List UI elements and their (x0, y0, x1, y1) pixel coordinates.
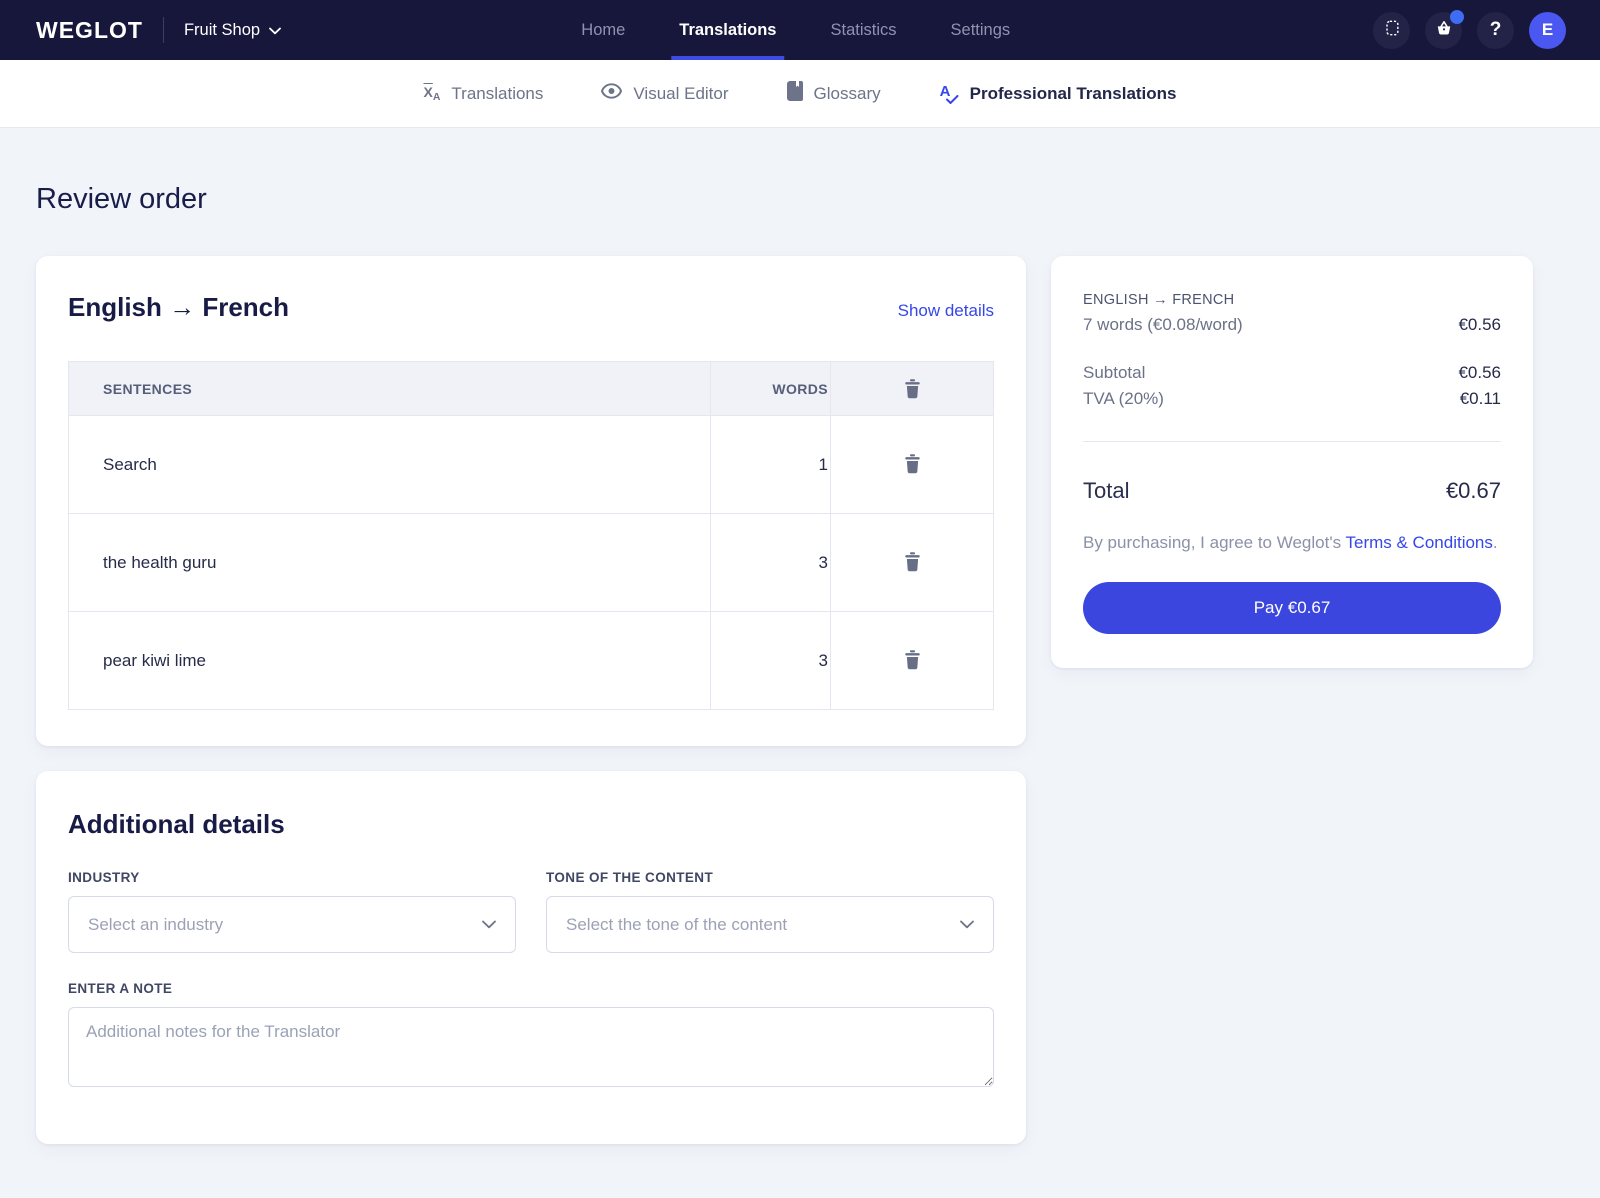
sentences-table: SENTENCES WORDS (68, 361, 994, 710)
navbar-divider (162, 17, 164, 43)
order-summary-card: ENGLISH → FRENCH 7 words (€0.08/word) €0… (1051, 256, 1533, 669)
nav-item-statistics[interactable]: Statistics (830, 20, 897, 39)
total-row: Total €0.67 (1083, 478, 1501, 504)
note-field: ENTER A NOTE (68, 981, 994, 1092)
total-amount: €0.67 (1445, 478, 1501, 503)
weglot-logo[interactable]: WEGLOT (36, 16, 143, 43)
sentence-text: pear kiwi lime (68, 611, 711, 710)
subnav-label: Professional Translations (969, 83, 1177, 103)
language-pair-title: English → French (68, 292, 290, 322)
subnav-item-glossary[interactable]: Glossary (786, 81, 881, 106)
tone-label: TONE OF THE CONTENT (546, 870, 714, 885)
industry-select[interactable]: Select an industry (68, 896, 516, 953)
summary-line-item: 7 words (€0.08/word) €0.56 (1083, 315, 1501, 335)
nav-item-translations[interactable]: Translations (671, 0, 785, 60)
show-details-link[interactable]: Show details (897, 301, 994, 320)
navbar-actions: ? E (1373, 9, 1566, 49)
tone-placeholder: Select the tone of the content (566, 914, 788, 934)
notification-dot (1450, 9, 1464, 24)
sentence-text: Search (68, 415, 711, 514)
trash-icon (904, 552, 921, 575)
chevron-down-icon (960, 916, 974, 934)
book-icon (786, 81, 803, 106)
subnav-item-translations[interactable]: XA Translations (423, 84, 543, 104)
help-icon: ? (1489, 19, 1502, 40)
tax-row: TVA (20%) €0.11 (1083, 389, 1501, 409)
line-item-label: 7 words (€0.08/word) (1083, 315, 1243, 334)
industry-label: INDUSTRY (68, 870, 140, 885)
subnav-item-visual-editor[interactable]: Visual Editor (601, 83, 729, 104)
trash-icon (904, 454, 921, 477)
main-content: Review order English → French Show detai… (0, 183, 1600, 1144)
sentence-row: the health guru 3 (68, 513, 994, 612)
table-header-row: SENTENCES WORDS (68, 361, 994, 416)
user-avatar[interactable]: E (1529, 11, 1566, 49)
word-count: 3 (710, 611, 831, 710)
additional-details-card: Additional details INDUSTRY Select an in… (36, 771, 1026, 1144)
top-navbar: WEGLOT Fruit Shop Home Translations Stat… (0, 0, 1600, 60)
eye-icon (601, 83, 623, 104)
industry-placeholder: Select an industry (88, 914, 224, 934)
subnav-label: Glossary (813, 83, 881, 103)
tax-label: TVA (20%) (1083, 389, 1164, 408)
subnav-label: Translations (451, 83, 544, 103)
additional-details-title: Additional details (68, 809, 285, 839)
delete-sentence-button[interactable] (898, 450, 927, 478)
translate-icon: XA (423, 83, 441, 103)
updates-icon (1382, 18, 1402, 43)
spellcheck-icon: A (939, 83, 959, 105)
project-switcher[interactable]: Fruit Shop (184, 21, 281, 40)
terms-suffix: . (1492, 533, 1498, 552)
line-item-amount: €0.56 (1458, 315, 1501, 334)
summary-pair-label: ENGLISH → FRENCH (1083, 292, 1235, 308)
terms-prefix: By purchasing, I agree to Weglot's (1083, 533, 1346, 552)
column-header-words: WORDS (710, 361, 831, 416)
updates-button[interactable] (1373, 11, 1410, 49)
subnav-label: Visual Editor (633, 83, 729, 103)
subtotal-amount: €0.56 (1458, 363, 1501, 382)
pay-button[interactable]: Pay €0.67 (1083, 582, 1501, 635)
sentence-row: pear kiwi lime 3 (68, 611, 994, 710)
chevron-down-icon (269, 21, 281, 40)
word-count: 3 (710, 513, 831, 612)
total-label: Total (1083, 478, 1130, 503)
page-title: Review order (36, 183, 207, 215)
nav-item-home[interactable]: Home (581, 20, 626, 39)
subnav-item-professional-translations[interactable]: A Professional Translations (939, 83, 1177, 105)
delete-sentence-button[interactable] (898, 646, 927, 674)
sentence-text: the health guru (68, 513, 711, 612)
delete-all-button[interactable] (898, 375, 927, 403)
subtotal-row: Subtotal €0.56 (1083, 363, 1501, 383)
summary-divider (1083, 441, 1501, 442)
delete-sentence-button[interactable] (898, 548, 927, 576)
terms-text: By purchasing, I agree to Weglot's Terms… (1083, 530, 1501, 556)
subtotal-label: Subtotal (1083, 363, 1146, 382)
translations-subnav: XA Translations Visual Editor Glossary A… (0, 60, 1600, 127)
column-header-sentences: SENTENCES (68, 361, 711, 416)
note-label: ENTER A NOTE (68, 981, 173, 996)
help-button[interactable]: ? (1477, 11, 1514, 49)
main-nav: Home Translations Statistics Settings (581, 0, 1010, 60)
basket-icon (1434, 18, 1454, 43)
basket-button[interactable] (1425, 9, 1464, 49)
sentence-row: Search 1 (68, 415, 994, 514)
nav-item-settings[interactable]: Settings (950, 20, 1011, 39)
project-name: Fruit Shop (183, 20, 261, 39)
order-card: English → French Show details SENTENCES … (36, 256, 1026, 746)
terms-link[interactable]: Terms & Conditions (1345, 533, 1493, 552)
industry-field: INDUSTRY Select an industry (68, 870, 516, 953)
note-textarea[interactable] (68, 1007, 994, 1087)
tone-select[interactable]: Select the tone of the content (546, 896, 994, 953)
tax-amount: €0.11 (1459, 389, 1501, 408)
trash-icon (904, 378, 921, 402)
tone-field: TONE OF THE CONTENT Select the tone of t… (546, 870, 994, 953)
trash-icon (904, 650, 921, 673)
chevron-down-icon (482, 916, 496, 934)
word-count: 1 (710, 415, 831, 514)
